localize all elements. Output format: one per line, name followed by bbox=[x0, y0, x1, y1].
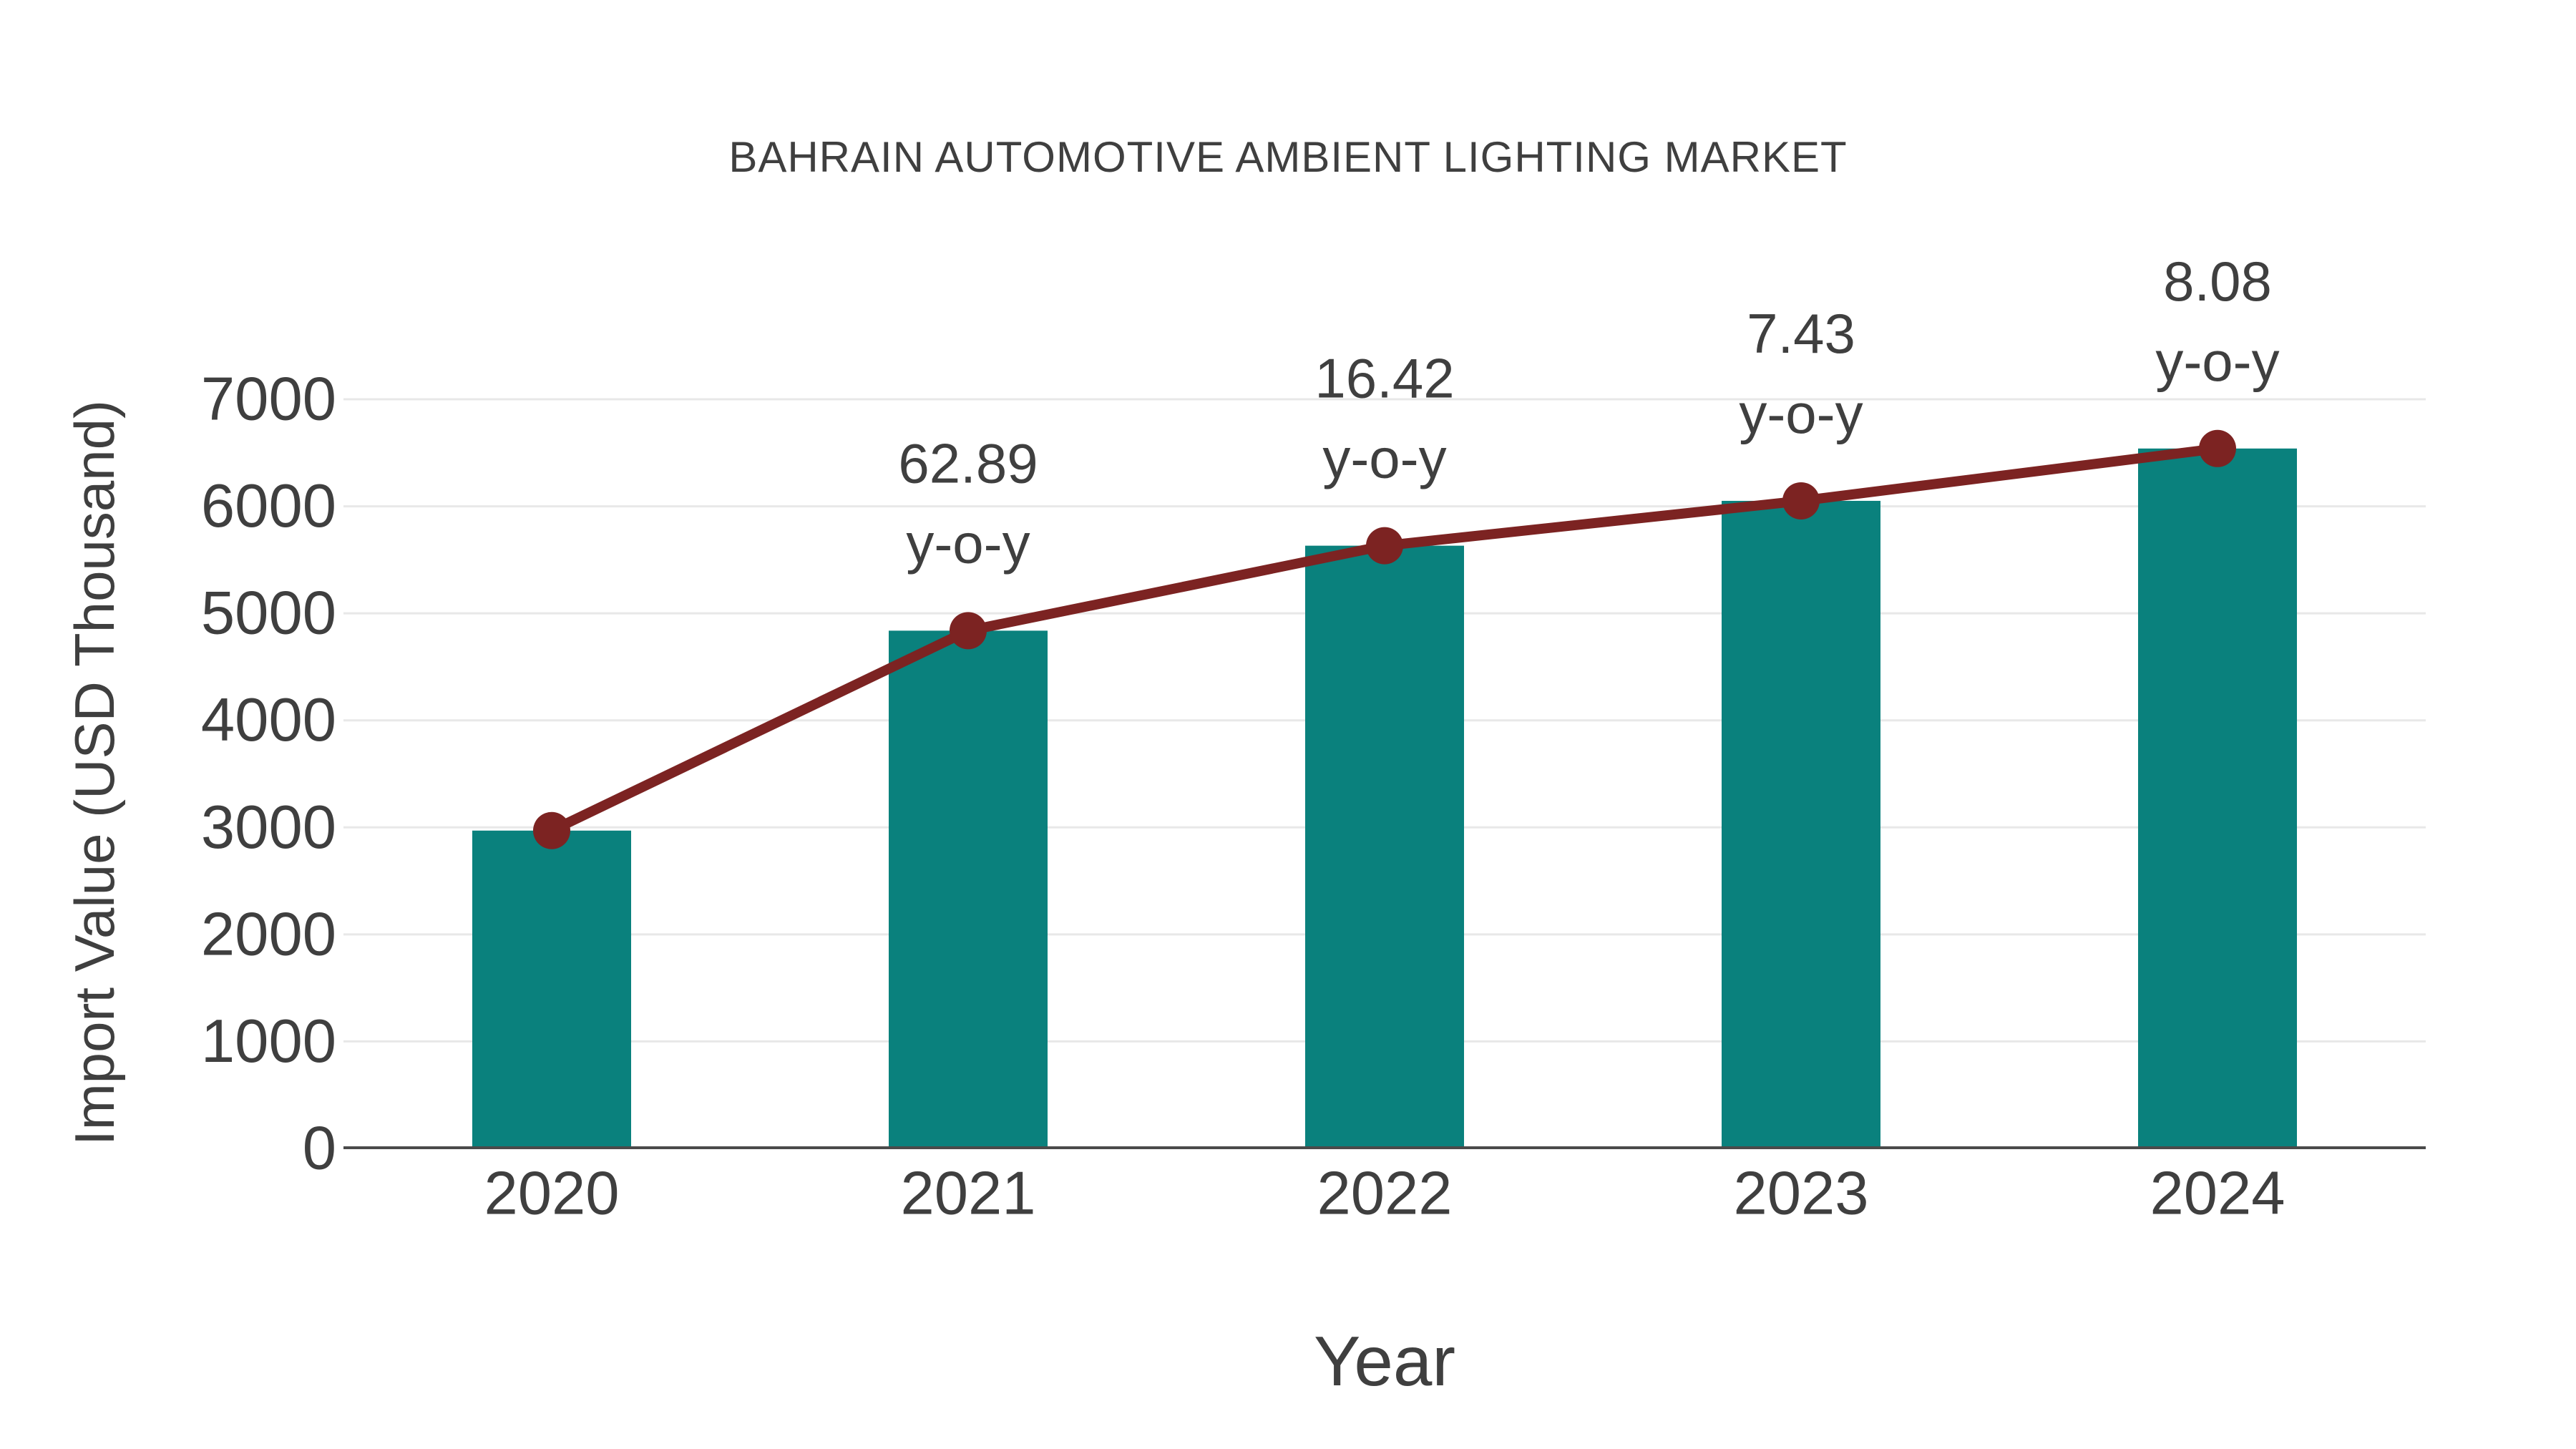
marker-2024 bbox=[2199, 429, 2236, 467]
marker-2020 bbox=[533, 811, 570, 849]
y-tick-label-3000: 3000 bbox=[201, 794, 336, 862]
marker-2022 bbox=[1366, 527, 1403, 565]
annotation-label-2023: y-o-y bbox=[1739, 382, 1863, 445]
y-tick-label-6000: 6000 bbox=[201, 472, 336, 540]
annotation-label-2022: y-o-y bbox=[1322, 427, 1446, 490]
annotation-value-2022: 16.42 bbox=[1314, 347, 1454, 410]
annotation-value-2024: 8.08 bbox=[2163, 250, 2272, 313]
chart-title: BAHRAIN AUTOMOTIVE AMBIENT LIGHTING MARK… bbox=[728, 133, 1848, 181]
annotation-label-2024: y-o-y bbox=[2155, 330, 2279, 393]
y-tick-label-2000: 2000 bbox=[201, 900, 336, 968]
marker-2021 bbox=[950, 612, 987, 650]
y-tick-label-7000: 7000 bbox=[201, 366, 336, 434]
bar-2020 bbox=[472, 830, 631, 1148]
x-tick-label-2021: 2021 bbox=[900, 1160, 1035, 1228]
x-tick-label-2023: 2023 bbox=[1733, 1160, 1868, 1228]
annotation-value-2021: 62.89 bbox=[898, 431, 1038, 494]
x-axis-title: Year bbox=[1313, 1322, 1456, 1400]
bar-2021 bbox=[889, 630, 1048, 1148]
y-tick-label-4000: 4000 bbox=[201, 686, 336, 754]
bar-2022 bbox=[1305, 545, 1464, 1148]
annotation-value-2023: 7.43 bbox=[1747, 302, 1855, 365]
x-tick-label-2022: 2022 bbox=[1317, 1160, 1452, 1228]
marker-2023 bbox=[1782, 482, 1820, 519]
bar-2023 bbox=[1722, 500, 1880, 1148]
x-tick-label-2024: 2024 bbox=[2150, 1160, 2285, 1228]
y-tick-label-5000: 5000 bbox=[201, 580, 336, 648]
y-tick-label-0: 0 bbox=[303, 1115, 336, 1183]
bar-2024 bbox=[2138, 448, 2297, 1148]
x-tick-label-2020: 2020 bbox=[484, 1160, 619, 1228]
annotation-label-2021: y-o-y bbox=[906, 512, 1030, 575]
y-tick-label-1000: 1000 bbox=[201, 1008, 336, 1075]
